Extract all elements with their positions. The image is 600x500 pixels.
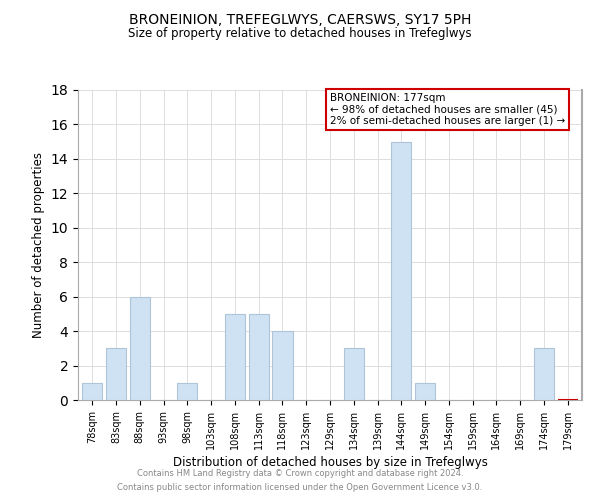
Bar (415, 383, 435, 400)
Bar (248, 314, 269, 400)
Y-axis label: Number of detached properties: Number of detached properties (32, 152, 45, 338)
Bar (344, 348, 364, 400)
Bar (225, 314, 245, 400)
Text: BRONEINION, TREFEGLWYS, CAERSWS, SY17 5PH: BRONEINION, TREFEGLWYS, CAERSWS, SY17 5P… (129, 12, 471, 26)
Text: Contains public sector information licensed under the Open Government Licence v3: Contains public sector information licen… (118, 484, 482, 492)
Bar (391, 142, 412, 400)
Text: BRONEINION: 177sqm
← 98% of detached houses are smaller (45)
2% of semi-detached: BRONEINION: 177sqm ← 98% of detached hou… (330, 93, 565, 126)
Bar (272, 331, 293, 400)
Bar (82, 383, 103, 400)
Bar (534, 348, 554, 400)
Bar (130, 296, 150, 400)
Text: Contains HM Land Registry data © Crown copyright and database right 2024.: Contains HM Land Registry data © Crown c… (137, 468, 463, 477)
Bar (106, 348, 126, 400)
Bar (177, 383, 197, 400)
X-axis label: Distribution of detached houses by size in Trefeglwys: Distribution of detached houses by size … (173, 456, 487, 469)
Text: Size of property relative to detached houses in Trefeglwys: Size of property relative to detached ho… (128, 28, 472, 40)
